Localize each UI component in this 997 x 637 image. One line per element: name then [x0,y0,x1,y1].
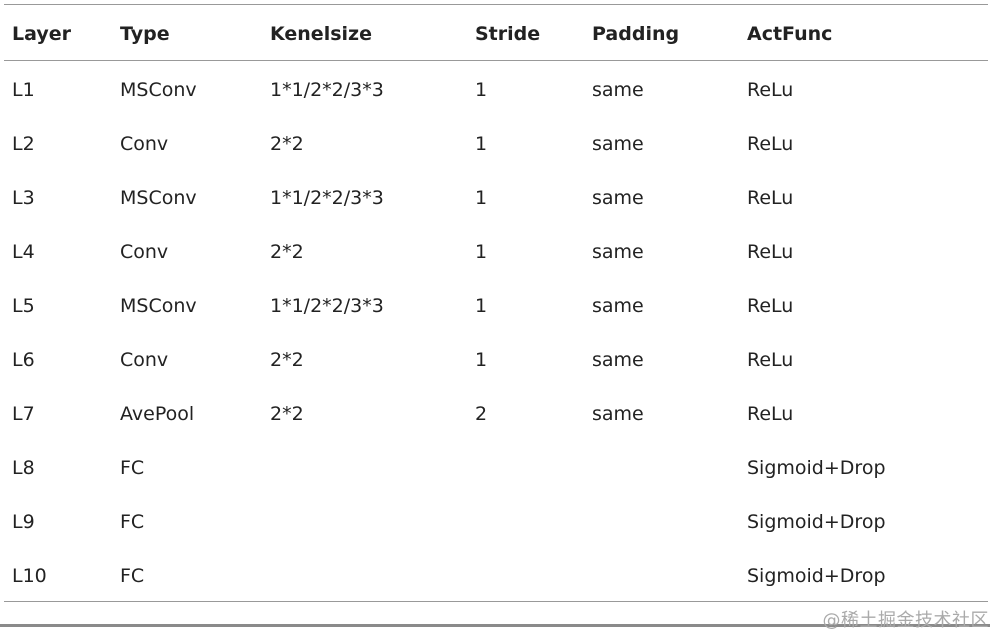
table-cell: 2*2 [270,241,304,263]
table-row: L5 MSConv 1*1/2*2/3*3 1 same ReLu [4,277,988,331]
table-cell: 1*1/2*2/3*3 [270,79,384,101]
table-cell: Sigmoid+Drop [747,457,886,479]
table-cell: 2*2 [270,133,304,155]
table-cell: Sigmoid+Drop [747,511,886,533]
table-cell: 2*2 [270,403,304,425]
table-cell: ReLu [747,133,794,155]
table-cell: Conv [120,241,169,263]
table-cell: AvePool [120,403,195,425]
table-cell: Conv [120,133,169,155]
table-cell: L1 [12,79,35,101]
table-cell: same [592,349,644,371]
table-cell: Sigmoid+Drop [747,565,886,587]
table-header: Layer Type Kenelsize Stride Padding ActFunc [4,5,988,61]
column-header: Type [120,23,170,45]
table-cell: FC [120,565,145,587]
table-row: L10 FC Sigmoid+Drop [4,547,988,601]
table-cell: 2 [475,403,488,425]
column-header: Stride [475,23,541,45]
table-cell: ReLu [747,349,794,371]
table-cell: L10 [12,565,47,587]
divider [0,624,990,627]
layer-table: Layer Type Kenelsize Stride Padding ActFunc L… [4,4,988,602]
table-cell: same [592,295,644,317]
table-cell: L8 [12,457,35,479]
table-row: L7 AvePool 2*2 2 same ReLu [4,385,988,439]
table-cell: FC [120,457,145,479]
table-cell: Conv [120,349,169,371]
table-cell: 1 [475,187,488,209]
table-cell: L4 [12,241,35,263]
table-cell: same [592,403,644,425]
table-cell: 1 [475,349,488,371]
table-row: L8 FC Sigmoid+Drop [4,439,988,493]
table-cell: ReLu [747,295,794,317]
column-header: Kenelsize [270,23,372,45]
table-cell: 1 [475,241,488,263]
table-cell: ReLu [747,241,794,263]
table-cell: 1 [475,295,488,317]
table-cell: MSConv [120,187,197,209]
table-cell: 1*1/2*2/3*3 [270,295,384,317]
table-row: L4 Conv 2*2 1 same ReLu [4,223,988,277]
table-row: L2 Conv 2*2 1 same ReLu [4,115,988,169]
table-cell: 1*1/2*2/3*3 [270,187,384,209]
table-row: L3 MSConv 1*1/2*2/3*3 1 same ReLu [4,169,988,223]
table-cell: FC [120,511,145,533]
table-cell: 2*2 [270,349,304,371]
table-row: L9 FC Sigmoid+Drop [4,493,988,547]
table-cell: L2 [12,133,35,155]
table-cell: MSConv [120,295,197,317]
table-cell: L3 [12,187,35,209]
table-cell: MSConv [120,79,197,101]
table-cell: same [592,79,644,101]
column-header: ActFunc [747,23,833,45]
table-cell: same [592,133,644,155]
table-cell: same [592,241,644,263]
table-cell: L7 [12,403,35,425]
table-cell: ReLu [747,403,794,425]
watermark: @稀土掘金技术社区 [822,610,989,631]
table-row: L6 Conv 2*2 1 same ReLu [4,331,988,385]
table-cell: ReLu [747,79,794,101]
table-row: L1 MSConv 1*1/2*2/3*3 1 same ReLu [4,61,988,115]
table-cell: 1 [475,133,488,155]
table-cell: L5 [12,295,35,317]
table-cell: L9 [12,511,35,533]
column-header: Layer [12,23,71,45]
table-cell: same [592,187,644,209]
column-header: Padding [592,23,680,45]
table-cell: ReLu [747,187,794,209]
table-cell: L6 [12,349,35,371]
table-cell: 1 [475,79,488,101]
